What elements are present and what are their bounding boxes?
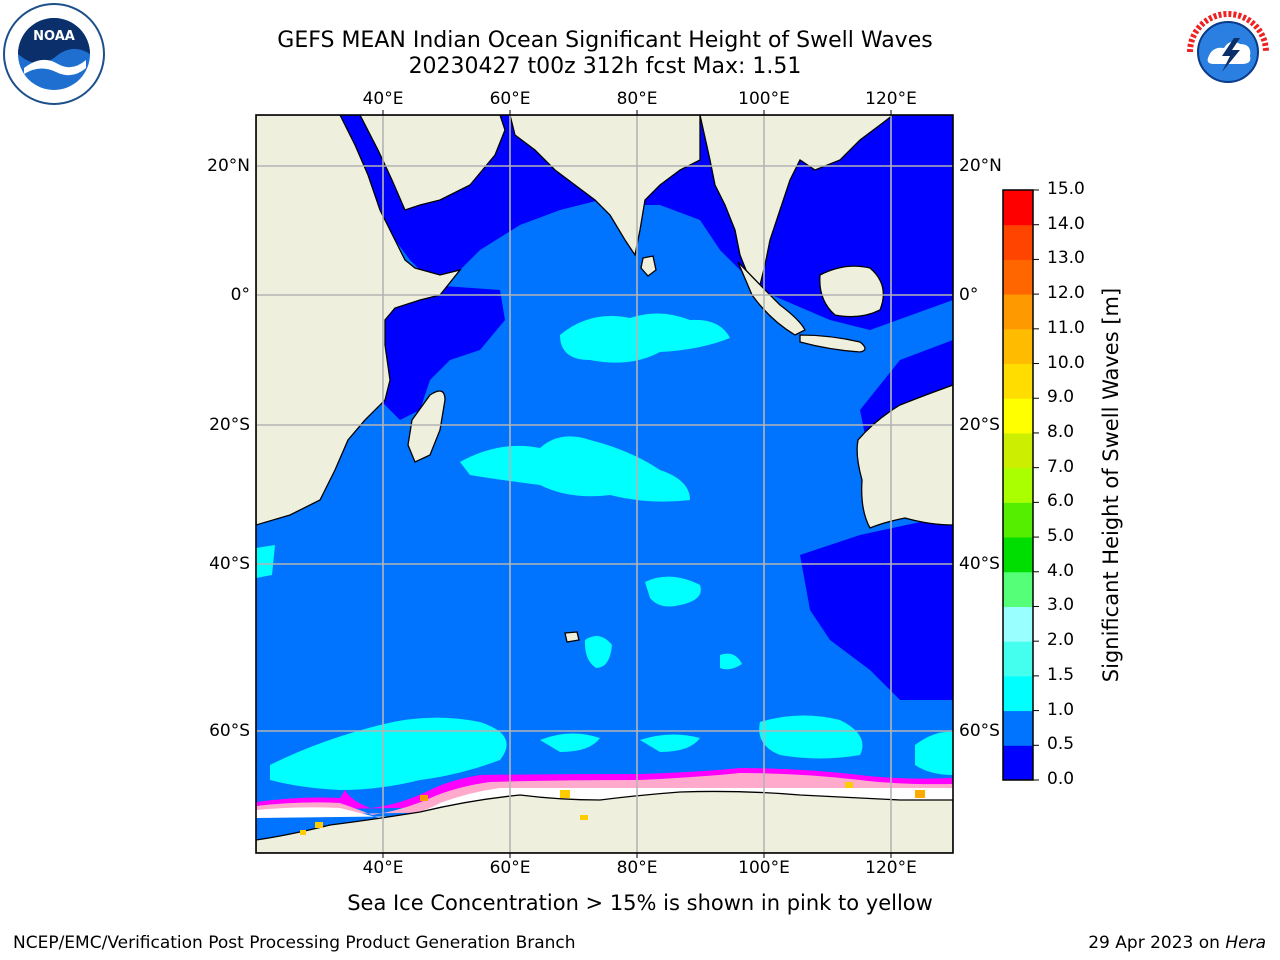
colorbar-tick-label: 12.0 (1047, 283, 1085, 304)
map-title: GEFS MEAN Indian Ocean Significant Heigh… (277, 28, 933, 53)
colorbar-tick-label: 10.0 (1047, 352, 1085, 373)
colorbar-tick-label: 1.0 (1047, 699, 1075, 720)
colorbar-swatch (1003, 467, 1033, 503)
colorbar-tick-label: 9.0 (1047, 387, 1075, 408)
sumatra-land (737, 261, 806, 336)
colorbar-tick-label: 14.0 (1047, 213, 1085, 234)
lon-label-top: 120°E (865, 89, 917, 109)
colorbar-tick-label: 5.0 (1047, 526, 1075, 547)
lat-label-right: 40°S (959, 554, 1000, 574)
colorbar-swatch (1003, 571, 1033, 607)
colorbar-tick-label: 11.0 (1047, 317, 1085, 338)
machine-name: Hera (1225, 933, 1266, 953)
lon-label-bottom: 60°E (489, 858, 531, 878)
madagascar-land (407, 390, 446, 463)
colorbar-swatch (1003, 398, 1033, 434)
date-stamp: 29 Apr 2023 on Hera (1088, 933, 1266, 953)
kerguelen-island (564, 631, 580, 643)
lon-label-top: 40°E (362, 89, 404, 109)
colorbar-swatch (1003, 606, 1033, 642)
colorbar (1002, 189, 1039, 781)
colorbar-swatch (1003, 537, 1033, 573)
colorbar-tick-label: 4.0 (1047, 560, 1075, 581)
colorbar-swatch (1003, 710, 1033, 746)
colorbar-tick-label: 0.0 (1047, 769, 1075, 789)
colorbar-tick-label: 6.0 (1047, 491, 1075, 512)
lat-label-left: 40°S (209, 554, 250, 574)
lat-label-right: 0° (959, 285, 979, 305)
lon-label-bottom: 80°E (616, 858, 658, 878)
colorbar-tick-label: 13.0 (1047, 248, 1085, 269)
java-land (799, 334, 866, 353)
colorbar-swatch (1003, 294, 1033, 330)
lat-label-right: 20°S (959, 415, 1000, 435)
lon-label-top: 60°E (489, 89, 531, 109)
borneo-land (819, 265, 884, 318)
map-frame (255, 114, 954, 854)
colorbar-swatch (1003, 641, 1033, 677)
map-gridlines (256, 115, 953, 853)
svg-text:NOAA: NOAA (33, 29, 75, 44)
antarctica-land (256, 790, 953, 853)
noaa-logo: NOAA (2, 2, 106, 106)
colorbar-swatch (1003, 502, 1033, 538)
lat-label-left: 20°N (207, 156, 250, 176)
axis-ticks (382, 110, 892, 858)
sea-ice-note: Sea Ice Concentration > 15% is shown in … (347, 891, 933, 915)
colorbar-swatch (1003, 363, 1033, 399)
colorbar-tick-label: 3.0 (1047, 595, 1075, 616)
southeast-asia-land (699, 115, 895, 286)
arabia-land (359, 115, 506, 211)
colorbar-swatch (1003, 259, 1033, 295)
colorbar-swatch (1003, 224, 1033, 260)
africa-land (256, 115, 462, 526)
lon-label-bottom: 40°E (362, 858, 404, 878)
colorbar-swatch (1003, 328, 1033, 365)
nws-logo (1178, 2, 1278, 102)
lat-label-left: 0° (230, 285, 250, 305)
colorbar-title: Significant Height of Swell Waves [m] (1099, 287, 1123, 683)
sea-ice-spots (300, 782, 925, 835)
australia-land (856, 384, 953, 529)
colorbar-tick-label: 0.5 (1047, 734, 1075, 755)
colorbar-tick-label: 8.0 (1047, 421, 1075, 442)
colorbar-swatch (1003, 190, 1033, 226)
colorbar-frame (1002, 189, 1034, 781)
lat-label-right: 20°N (959, 156, 1002, 176)
date-text: 29 Apr 2023 on (1088, 933, 1220, 953)
lon-label-top: 80°E (616, 89, 658, 109)
lon-label-bottom: 100°E (738, 858, 790, 878)
credit-text: NCEP/EMC/Verification Post Processing Pr… (13, 933, 576, 953)
lat-label-right: 60°S (959, 721, 1000, 741)
colorbar-tick-label: 1.5 (1047, 664, 1075, 685)
colorbar-tick-label: 15.0 (1047, 179, 1085, 199)
lon-label-top: 100°E (738, 89, 790, 109)
colorbar-tick-label: 7.0 (1047, 456, 1075, 477)
lat-label-left: 60°S (209, 721, 250, 741)
colorbar-swatch (1003, 432, 1033, 469)
colorbar-swatch (1003, 745, 1033, 781)
colorbar-swatch (1003, 675, 1033, 712)
lat-label-left: 20°S (209, 415, 250, 435)
land-masses (256, 115, 953, 853)
moderate-swell-patches (256, 313, 953, 790)
srilanka-land (640, 255, 657, 277)
india-land (509, 115, 701, 257)
map-subtitle: 20230427 t00z 312h fcst Max: 1.51 (408, 54, 802, 79)
colorbar-tick-label: 2.0 (1047, 630, 1075, 651)
lon-label-bottom: 120°E (865, 858, 917, 878)
